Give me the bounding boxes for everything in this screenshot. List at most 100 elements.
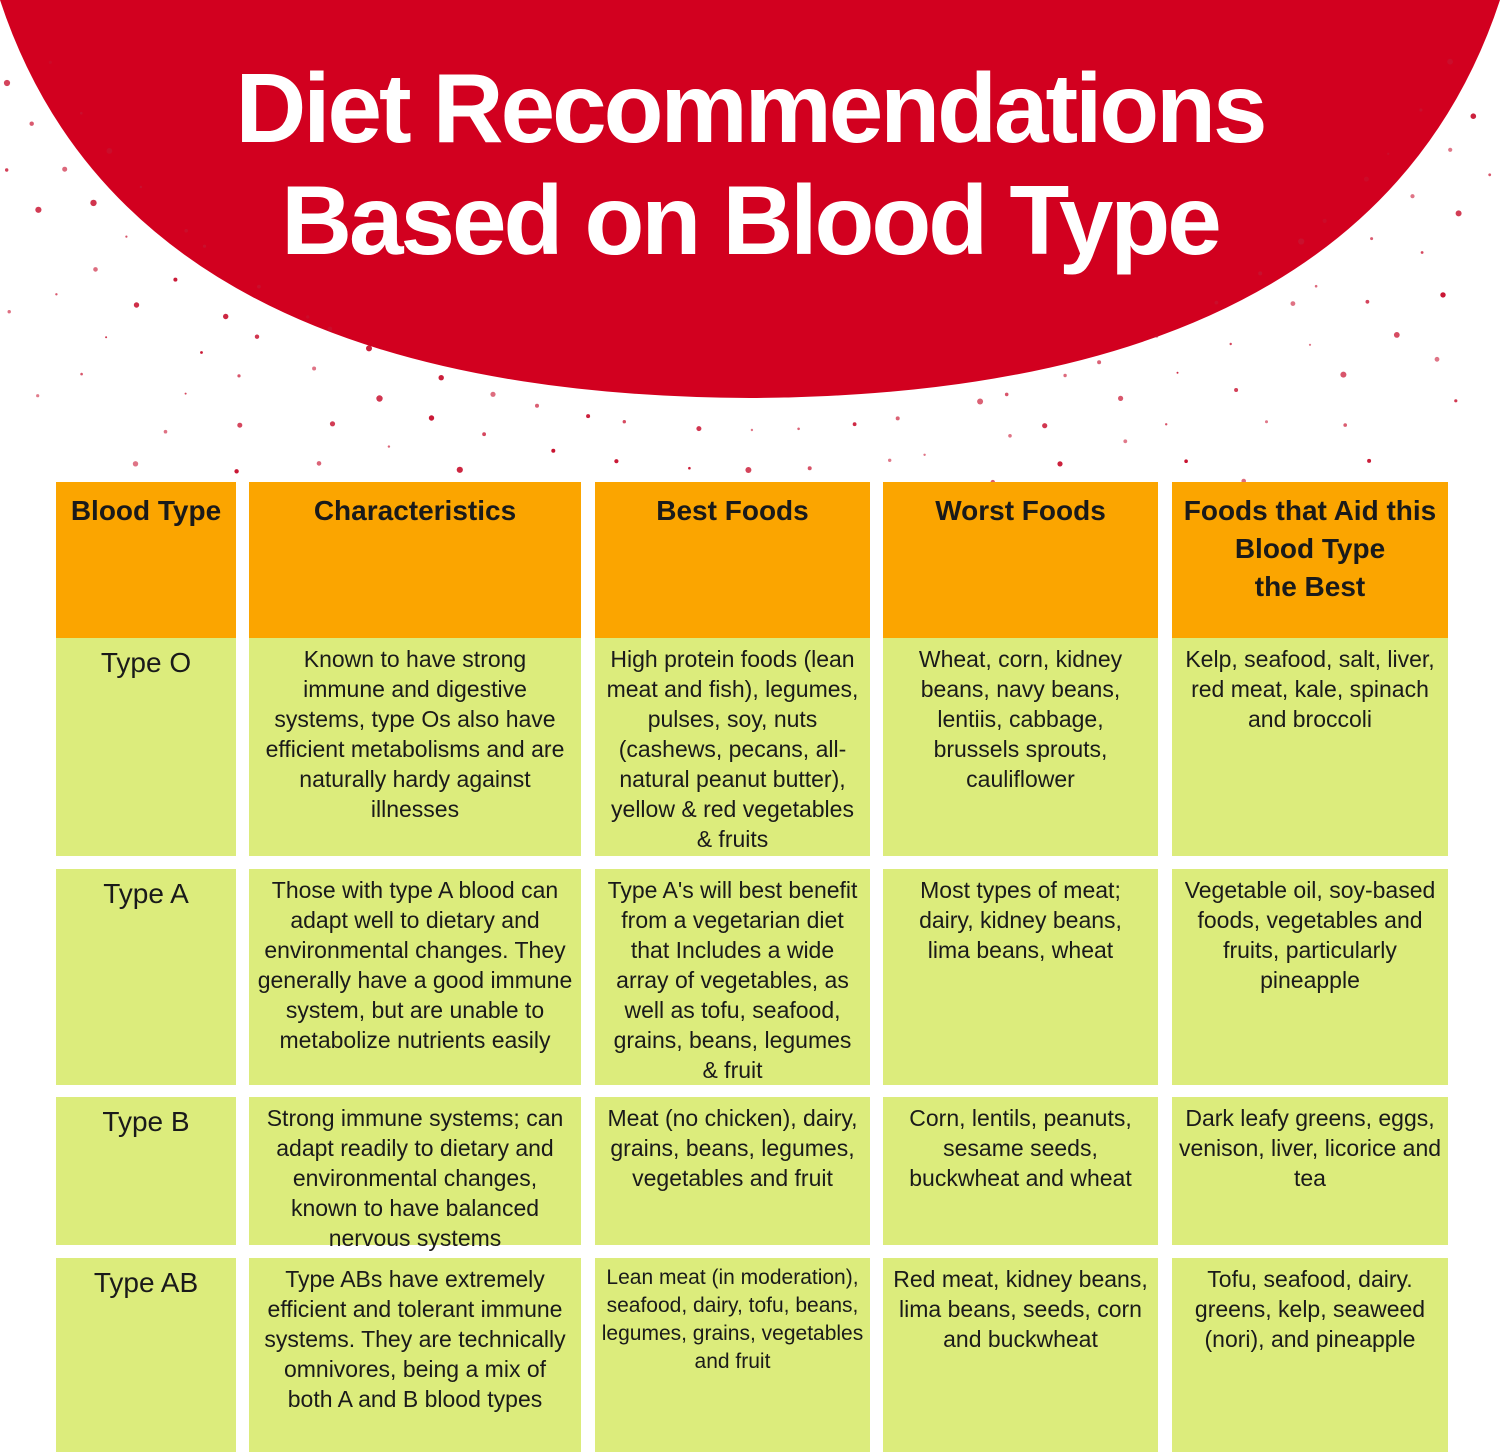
- decor-dot: [1454, 399, 1458, 403]
- decor-dot: [1343, 423, 1347, 427]
- decor-dot: [1063, 373, 1067, 378]
- decor-dot: [163, 429, 168, 434]
- row-type-o-aid-foods: Kelp, seafood, salt, liver, red meat, ka…: [1172, 638, 1448, 856]
- decor-dot: [173, 277, 178, 282]
- decor-dot: [1434, 356, 1440, 362]
- row-type-ab-aid-foods: Tofu, seafood, dairy. greens, kelp, seaw…: [1172, 1258, 1448, 1452]
- decor-dot: [852, 422, 857, 427]
- decor-dot: [1290, 301, 1296, 306]
- row-type-o-characteristics: Known to have strong immune and digestiv…: [249, 638, 581, 856]
- decor-dot: [1123, 439, 1128, 444]
- page-title: Diet Recommendations Based on Blood Type: [0, 52, 1500, 276]
- decor-dot: [306, 315, 310, 319]
- decor-dot: [376, 395, 383, 402]
- row-type-b-characteristics: Strong immune systems; can adapt readily…: [249, 1097, 581, 1251]
- decor-dot: [535, 403, 539, 408]
- decor-dot: [586, 414, 591, 419]
- decor-dot: [1387, 152, 1390, 155]
- decor-dot: [200, 351, 203, 354]
- decor-dot: [1448, 147, 1453, 152]
- decor-dot: [977, 398, 984, 405]
- decor-dot: [1314, 284, 1318, 288]
- decor-dot: [254, 334, 260, 339]
- row-type-ab-blood-type: Type AB: [56, 1258, 236, 1452]
- decor-dot: [62, 166, 68, 172]
- decor-dot: [1367, 458, 1372, 463]
- decor-dot: [614, 459, 619, 464]
- header-blood-type: Blood Type: [56, 482, 236, 638]
- decor-dot: [329, 421, 336, 427]
- decor-dot: [184, 392, 187, 395]
- decor-dot: [132, 461, 139, 467]
- decor-dot: [807, 466, 812, 471]
- decor-dot: [139, 185, 143, 189]
- decor-dot: [1488, 173, 1492, 177]
- title-line-1: Diet Recommendations: [235, 53, 1267, 163]
- decor-dot: [1234, 388, 1239, 392]
- decor-dot: [1420, 251, 1424, 254]
- decor-dot: [237, 422, 243, 428]
- decor-dot: [923, 453, 926, 456]
- row-type-ab-characteristics: Type ABs have extremely efficient and to…: [249, 1258, 581, 1452]
- decor-dot: [438, 375, 444, 381]
- decor-dot: [490, 391, 496, 397]
- decor-dot: [1340, 371, 1347, 378]
- decor-dot: [106, 148, 113, 154]
- decor-dot: [750, 428, 754, 432]
- decor-dot: [1393, 332, 1400, 338]
- decor-dot: [1176, 371, 1179, 374]
- decor-dot: [36, 394, 40, 398]
- decor-dot: [327, 326, 333, 332]
- decor-dot: [1118, 395, 1124, 401]
- decor-dot: [1265, 420, 1268, 424]
- decor-dot: [5, 168, 9, 172]
- row-type-a-best-foods: Type A's will best benefit from a vegeta…: [595, 869, 870, 1085]
- decor-dot: [1229, 342, 1232, 346]
- decor-dot: [133, 302, 140, 308]
- decor-dot: [29, 121, 34, 126]
- decor-dot: [234, 469, 239, 474]
- decor-dot: [1365, 299, 1370, 304]
- row-type-b-aid-foods: Dark leafy greens, eggs, venison, liver,…: [1172, 1097, 1448, 1245]
- decor-dot: [1419, 108, 1423, 112]
- row-type-o-worst-foods: Wheat, corn, kidney beans, navy beans, l…: [883, 638, 1158, 856]
- decor-dot: [482, 432, 486, 437]
- decor-dot: [48, 60, 52, 64]
- decor-dot: [1322, 218, 1327, 223]
- row-type-a-blood-type: Type A: [56, 869, 236, 1085]
- decor-dot: [3, 79, 11, 87]
- row-type-a-characteristics: Those with type A blood can adapt well t…: [249, 869, 581, 1085]
- header-best-foods: Best Foods: [595, 482, 870, 638]
- decor-dot: [1155, 334, 1159, 338]
- decor-dot: [1214, 300, 1219, 305]
- decor-dot: [688, 466, 691, 470]
- row-type-b-worst-foods: Corn, lentils, peanuts, sesame seeds, bu…: [883, 1097, 1158, 1245]
- header-worst-foods: Worst Foods: [883, 482, 1158, 638]
- decor-dot: [93, 267, 98, 272]
- title-line-2: Based on Blood Type: [281, 165, 1222, 275]
- decor-dot: [387, 445, 391, 448]
- decor-dot: [622, 420, 626, 424]
- decor-dot: [456, 466, 463, 473]
- decor-dot: [184, 228, 188, 233]
- decor-dot: [90, 199, 97, 207]
- decor-dot: [1165, 423, 1168, 426]
- decor-dot: [1184, 459, 1188, 464]
- decor-dot: [1057, 461, 1063, 467]
- header-aid-foods: Foods that Aid this Blood Type the Best: [1172, 482, 1448, 638]
- header-characteristics: Characteristics: [249, 482, 581, 638]
- decor-dot: [1363, 176, 1369, 182]
- decor-dot: [257, 284, 261, 289]
- decor-dot: [7, 310, 11, 314]
- decor-dot: [895, 416, 900, 421]
- decor-dot: [696, 426, 702, 432]
- decor-dot: [55, 293, 58, 296]
- decor-dot: [202, 244, 207, 248]
- decor-dot: [745, 467, 752, 473]
- decor-dot: [551, 448, 556, 453]
- row-type-o-best-foods: High protein foods (lean meat and fish),…: [595, 638, 870, 856]
- decor-dot: [316, 461, 322, 466]
- decor-dot: [1447, 58, 1453, 65]
- title-banner: [0, 0, 1500, 398]
- decor-dot: [1455, 210, 1462, 217]
